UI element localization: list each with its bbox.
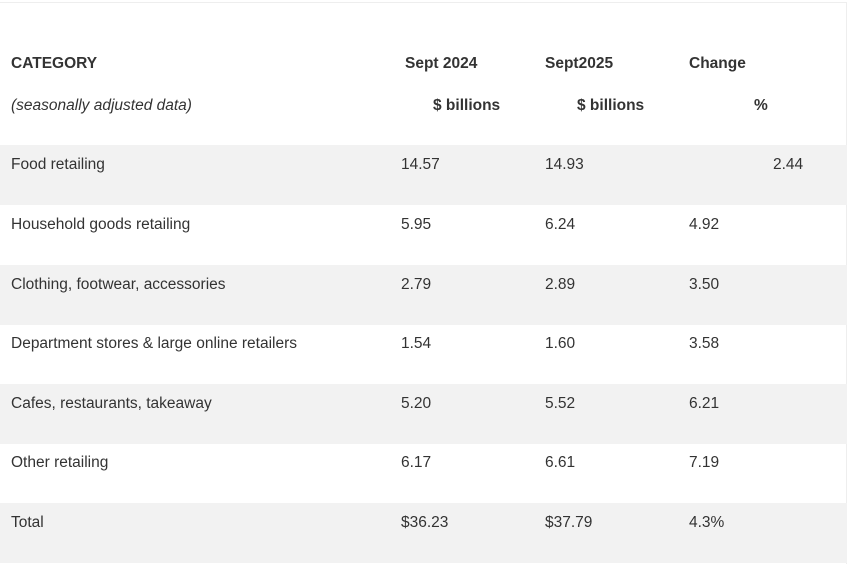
header-cell: CATEGORY: [11, 55, 98, 72]
value-cell: 5.20: [401, 395, 432, 412]
value-cell: 1.60: [545, 335, 576, 352]
header-cell: Change: [689, 55, 746, 72]
header-cell: Sept 2024: [405, 55, 478, 72]
value-cell: 2.44: [773, 156, 804, 173]
header-subrow: (seasonally adjusted data) $ billions $ bi…: [0, 86, 847, 126]
value-cell: 14.93: [545, 156, 584, 173]
value-cell: $36.23: [401, 514, 449, 531]
value-cell: 5.52: [545, 395, 576, 412]
value-cell: 2.79: [401, 276, 432, 293]
category-cell: Food retailing: [11, 156, 105, 173]
value-cell: 6.17: [401, 454, 432, 471]
header-subcell: $ billions: [577, 97, 645, 114]
table-row: Department stores & large online retaile…: [0, 324, 847, 384]
value-cell: 3.58: [689, 335, 720, 352]
table-row: Other retailing 6.17 6.61 7.19: [0, 443, 847, 503]
category-cell: Clothing, footwear, accessories: [11, 276, 226, 293]
header-row: CATEGORY Sept 2024 Sept2025 Change: [0, 44, 847, 84]
table-row: Cafes, restaurants, takeaway 5.20 5.52 6.21: [0, 384, 847, 444]
value-cell: $37.79: [545, 514, 593, 531]
value-cell: 7.19: [689, 454, 720, 471]
category-cell: Department stores & large online retaile…: [11, 335, 298, 352]
table-row: Total $36.23 $37.79 4.3%: [0, 503, 847, 563]
value-cell: 4.3%: [689, 514, 725, 531]
category-cell: Cafes, restaurants, takeaway: [11, 395, 212, 412]
value-cell: 3.50: [689, 276, 720, 293]
header-subcell: %: [754, 97, 768, 114]
value-cell: 14.57: [401, 156, 440, 173]
header-cell: Sept2025: [545, 55, 614, 72]
value-cell: 2.89: [545, 276, 576, 293]
value-cell: 6.24: [545, 216, 576, 233]
table-row: Household goods retailing 5.95 6.24 4.92: [0, 205, 847, 265]
value-cell: 6.61: [545, 454, 576, 471]
table-row: Food retailing 14.57 14.93 2.44: [0, 145, 847, 205]
header-subcell: $ billions: [433, 97, 501, 114]
value-cell: 4.92: [689, 216, 720, 233]
table-row: Clothing, footwear, accessories 2.79 2.89 3…: [0, 265, 847, 325]
category-cell: Other retailing: [11, 454, 109, 471]
value-cell: 1.54: [401, 335, 432, 352]
category-cell: Household goods retailing: [11, 216, 191, 233]
value-cell: 5.95: [401, 216, 432, 233]
category-cell: Total: [11, 514, 44, 531]
header-subcell: (seasonally adjusted data): [11, 97, 192, 114]
value-cell: 6.21: [689, 395, 720, 412]
